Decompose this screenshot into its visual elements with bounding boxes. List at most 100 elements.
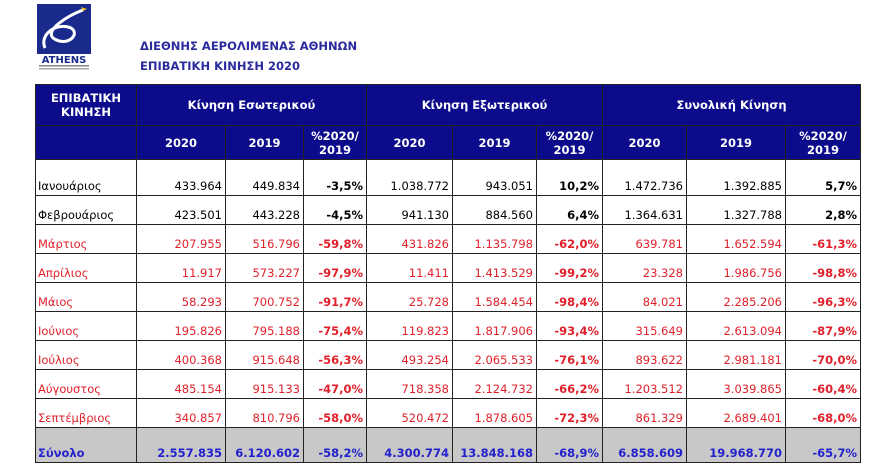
value-cell: 1.038.772 bbox=[366, 159, 453, 196]
table-row: Μάιος 58.293 700.752 -91,7% 25.728 1.584.454-… bbox=[35, 282, 861, 312]
group-total: Συνολική Κίνηση bbox=[602, 84, 861, 126]
percent-cell: -70,0% bbox=[785, 340, 861, 370]
percent-cell: -58,2% bbox=[303, 427, 367, 463]
value-cell: 861.329 bbox=[602, 398, 687, 428]
percent-cell: -47,0% bbox=[303, 369, 367, 399]
athens-airport-logo: ATHENS bbox=[37, 4, 91, 72]
month-cell: Ιανουάριος bbox=[35, 159, 137, 196]
value-cell: 11.411 bbox=[366, 253, 453, 283]
value-cell: 19.968.770 bbox=[686, 427, 786, 463]
group-domestic: Κίνηση Εσωτερικού bbox=[136, 84, 367, 126]
value-cell: 1.817.906 bbox=[452, 311, 537, 341]
subheader: %2020/ 2019 bbox=[536, 125, 603, 160]
value-cell: 25.728 bbox=[366, 282, 453, 312]
value-cell: 1.392.885 bbox=[686, 159, 786, 196]
month-cell: Μάρτιος bbox=[35, 224, 137, 254]
group-international: Κίνηση Εξωτερικού bbox=[366, 84, 603, 126]
value-cell: 433.964 bbox=[136, 159, 226, 196]
value-cell: 6.120.602 bbox=[225, 427, 304, 463]
subheader: 2019 bbox=[452, 125, 537, 160]
value-cell: 340.857 bbox=[136, 398, 226, 428]
value-cell: 6.858.609 bbox=[602, 427, 687, 463]
page-title: ΔΙΕΘΝΗΣ ΑΕΡΟΛΙΜΕΝΑΣ ΑΘΗΝΩΝ bbox=[140, 39, 358, 53]
value-cell: 485.154 bbox=[136, 369, 226, 399]
value-cell: 2.689.401 bbox=[686, 398, 786, 428]
value-cell: 2.065.533 bbox=[452, 340, 537, 370]
value-cell: 943.051 bbox=[452, 159, 537, 196]
value-cell: 2.981.181 bbox=[686, 340, 786, 370]
month-cell: Ιούλιος bbox=[35, 340, 137, 370]
table-row: Αύγουστος 485.154 915.133 -47,0% 718.358 2.12… bbox=[35, 369, 861, 399]
value-cell: 493.254 bbox=[366, 340, 453, 370]
value-cell: 1.878.605 bbox=[452, 398, 537, 428]
percent-cell: -87,9% bbox=[785, 311, 861, 341]
subheader: 2020 bbox=[136, 125, 226, 160]
month-cell: Αύγουστος bbox=[35, 369, 137, 399]
value-cell: 639.781 bbox=[602, 224, 687, 254]
value-cell: 718.358 bbox=[366, 369, 453, 399]
value-cell: 884.560 bbox=[452, 195, 537, 225]
value-cell: 1.472.736 bbox=[602, 159, 687, 196]
value-cell: 1.364.631 bbox=[602, 195, 687, 225]
value-cell: 423.501 bbox=[136, 195, 226, 225]
value-cell: 941.130 bbox=[366, 195, 453, 225]
table-row: Σύνολο 2.557.835 6.120.602 -58,2% 4.300.774 1… bbox=[35, 427, 861, 463]
table-row: Ιανουάριος 433.964 449.834 -3,5% 1.038.772 94… bbox=[35, 159, 861, 196]
month-cell: Απρίλιος bbox=[35, 253, 137, 283]
percent-cell: 6,4% bbox=[536, 195, 603, 225]
corner-header: ΕΠΙΒΑΤΙΚΗ ΚΙΝΗΣΗ bbox=[35, 84, 137, 126]
percent-cell: -60,4% bbox=[785, 369, 861, 399]
value-cell: 207.955 bbox=[136, 224, 226, 254]
value-cell: 2.613.094 bbox=[686, 311, 786, 341]
table-row: Σεπτέμβριος 340.857 810.796 -58,0% 520.472 1.… bbox=[35, 398, 861, 428]
subheader: %2020/ 2019 bbox=[303, 125, 367, 160]
percent-cell: -3,5% bbox=[303, 159, 367, 196]
percent-cell: -96,3% bbox=[785, 282, 861, 312]
subheader: 2020 bbox=[602, 125, 687, 160]
percent-cell: -4,5% bbox=[303, 195, 367, 225]
value-cell: 1.986.756 bbox=[686, 253, 786, 283]
table-row: Ιούλιος 400.368 915.648 -56,3% 493.254 2.065.… bbox=[35, 340, 861, 370]
value-cell: 516.796 bbox=[225, 224, 304, 254]
percent-cell: -59,8% bbox=[303, 224, 367, 254]
value-cell: 3.039.865 bbox=[686, 369, 786, 399]
percent-cell: -62,0% bbox=[536, 224, 603, 254]
percent-cell: -97,9% bbox=[303, 253, 367, 283]
table-row: Ιούνιος 195.826 795.188 -75,4% 119.823 1.817.… bbox=[35, 311, 861, 341]
percent-cell: 5,7% bbox=[785, 159, 861, 196]
value-cell: 23.328 bbox=[602, 253, 687, 283]
value-cell: 1.413.529 bbox=[452, 253, 537, 283]
value-cell: 1.652.594 bbox=[686, 224, 786, 254]
value-cell: 893.622 bbox=[602, 340, 687, 370]
value-cell: 431.826 bbox=[366, 224, 453, 254]
percent-cell: -68,0% bbox=[785, 398, 861, 428]
month-cell: Μάιος bbox=[35, 282, 137, 312]
month-cell: Σύνολο bbox=[35, 427, 137, 463]
value-cell: 700.752 bbox=[225, 282, 304, 312]
percent-cell: -99,2% bbox=[536, 253, 603, 283]
table-row: Απρίλιος 11.917 573.227 -97,9% 11.411 1.413.5… bbox=[35, 253, 861, 283]
value-cell: 443.228 bbox=[225, 195, 304, 225]
percent-cell: -76,1% bbox=[536, 340, 603, 370]
percent-cell: -65,7% bbox=[785, 427, 861, 463]
value-cell: 449.834 bbox=[225, 159, 304, 196]
percent-cell: -93,4% bbox=[536, 311, 603, 341]
percent-cell: -66,2% bbox=[536, 369, 603, 399]
subheader: 2019 bbox=[686, 125, 786, 160]
value-cell: 315.649 bbox=[602, 311, 687, 341]
percent-cell: -98,4% bbox=[536, 282, 603, 312]
svg-text:ATHENS: ATHENS bbox=[42, 55, 87, 66]
value-cell: 520.472 bbox=[366, 398, 453, 428]
passenger-traffic-table: ΕΠΙΒΑΤΙΚΗ ΚΙΝΗΣΗ Κίνηση Εσωτερικού Κίνησ… bbox=[35, 84, 861, 463]
subheader: 2019 bbox=[225, 125, 304, 160]
table-row: Μάρτιος 207.955 516.796 -59,8% 431.826 1.135.… bbox=[35, 224, 861, 254]
table-row: Φεβρουάριος 423.501 443.228 -4,5% 941.130 884… bbox=[35, 195, 861, 225]
value-cell: 2.285.206 bbox=[686, 282, 786, 312]
percent-cell: -75,4% bbox=[303, 311, 367, 341]
percent-cell: -56,3% bbox=[303, 340, 367, 370]
subheader: 2020 bbox=[366, 125, 453, 160]
value-cell: 1.584.454 bbox=[452, 282, 537, 312]
value-cell: 400.368 bbox=[136, 340, 226, 370]
percent-cell: -91,7% bbox=[303, 282, 367, 312]
value-cell: 1.203.512 bbox=[602, 369, 687, 399]
